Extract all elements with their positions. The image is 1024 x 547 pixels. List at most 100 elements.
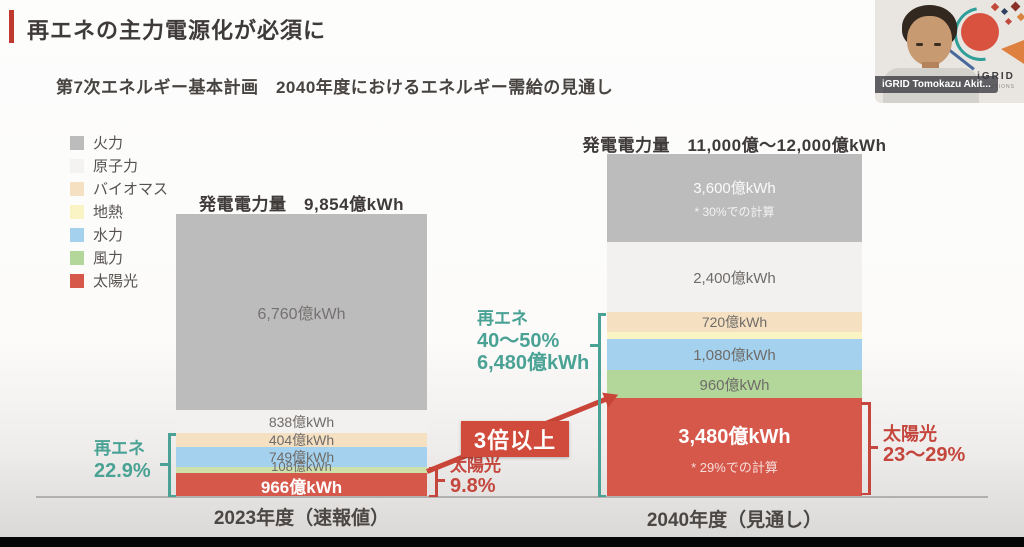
title-accent-bar <box>9 10 14 43</box>
bar-segment-hydro: 1,080億kWh <box>607 339 862 370</box>
bar-segment-wind: 108億kWh <box>176 459 427 474</box>
bar-segment-nuclear: 838億kWh <box>176 410 427 433</box>
stacked-bar-2040: 3,600億kWh * 30%での計算 2,400億kWh 720億kWh 1,… <box>607 154 862 498</box>
bar-segment-hydro: 749億kWh <box>176 447 427 467</box>
annotation-line: 再エネ <box>94 439 145 458</box>
speaker-eye <box>934 43 941 46</box>
annotation-line: 太陽光 <box>883 424 937 444</box>
segment-value: 404億kWh <box>268 432 335 448</box>
legend-swatch-geothermal-icon <box>70 204 84 219</box>
bracket-tick <box>861 402 868 405</box>
bar-segment-thermal: 6,760億kWh <box>176 214 427 410</box>
stacked-bar-2023: 6,760億kWh 838億kWh 404億kWh 749億kWh 108億kW… <box>176 214 427 497</box>
bracket-tick <box>168 433 176 436</box>
annotation-line: 再エネ <box>477 309 528 328</box>
segment-note: * 29%での計算 <box>691 460 778 475</box>
legend-item-wind: 風力 <box>70 246 168 269</box>
segment-value: 2,400億kWh <box>693 269 776 287</box>
bar-segment-biomass: 720億kWh <box>607 312 862 332</box>
legend-swatch-wind-icon <box>70 250 84 265</box>
solar-bracket-2023 <box>435 467 438 497</box>
legend-swatch-nuclear-icon <box>70 158 84 173</box>
segment-value: 966億kWh <box>260 477 343 497</box>
legend-item-thermal: 火力 <box>70 131 168 154</box>
solar-share-2023: 太陽光 9.8% <box>450 455 501 497</box>
segment-note: * 30%での計算 <box>694 204 775 219</box>
igrid-logo-fan-icon <box>1001 40 1024 64</box>
segment-value: 960億kWh <box>699 376 770 394</box>
growth-callout-label: 3倍以上 <box>473 428 557 453</box>
bracket-tick <box>437 479 445 482</box>
speaker-face <box>907 16 952 66</box>
legend-label: バイオマス <box>93 181 169 198</box>
segment-value: 720億kWh <box>701 314 768 330</box>
annotation-line: 23～29% <box>883 444 966 466</box>
renewable-bracket-2023 <box>168 433 171 497</box>
renewable-share-2040: 再エネ 40～50% 6,480億kWh <box>477 308 589 374</box>
annotation-line: 40～50% <box>477 330 560 352</box>
bar-segment-geothermal <box>607 332 862 339</box>
legend-label: 風力 <box>93 250 124 267</box>
growth-callout: 3倍以上 <box>461 421 569 457</box>
bar-segment-nuclear: 2,400億kWh <box>607 242 862 312</box>
annotation-line: 太陽光 <box>450 456 501 475</box>
bracket-tick <box>598 313 606 316</box>
legend-swatch-solar-icon <box>70 273 84 288</box>
speaker-neck <box>922 62 939 72</box>
legend-item-nuclear: 原子力 <box>70 154 168 177</box>
segment-value: 749億kWh <box>268 449 335 465</box>
bracket-tick <box>598 494 606 497</box>
letterbox-strip <box>0 537 1024 547</box>
legend-label: 水力 <box>93 227 124 244</box>
legend-item-biomass: バイオマス <box>70 177 168 200</box>
legend-label: 原子力 <box>93 158 139 175</box>
annotation-line: 22.9% <box>94 460 151 482</box>
legend-swatch-hydro-icon <box>70 227 84 242</box>
annotation-line: 6,480億kWh <box>477 352 590 374</box>
legend-swatch-thermal-icon <box>70 135 84 150</box>
axis-label-2040: 2040年度（見通し） <box>646 510 823 531</box>
right-bar-total: 発電電力量 11,000億～12,000億kWh <box>582 136 887 155</box>
legend-label: 地熱 <box>93 204 124 221</box>
logo-diamond-icon <box>1016 12 1024 22</box>
bar-segment-wind: 960億kWh <box>607 370 862 398</box>
legend-swatch-biomass-icon <box>70 181 84 196</box>
logo-diamond-icon <box>1010 1 1021 12</box>
x-axis-line <box>36 496 988 498</box>
bar-segment-biomass: 404億kWh <box>176 432 427 448</box>
solar-bracket-2040 <box>868 402 871 495</box>
renewable-share-2023: 再エネ 22.9% <box>94 438 151 482</box>
segment-value: 6,760億kWh <box>257 306 346 323</box>
legend-item-solar: 太陽光 <box>70 269 168 292</box>
bracket-tick <box>160 463 168 466</box>
chart-legend: 火力 原子力 バイオマス 地熱 水力 風力 太陽光 <box>70 131 168 292</box>
left-bar-total: 発電電力量 9,854億kWh <box>199 195 404 214</box>
bracket-tick <box>168 494 176 497</box>
segment-value: 838億kWh <box>268 413 335 430</box>
bracket-tick <box>429 494 435 497</box>
bar-segment-solar: 3,480億kWh * 29%での計算 <box>607 398 862 498</box>
legend-label: 火力 <box>93 135 124 152</box>
annotation-line: 9.8% <box>450 475 496 497</box>
segment-value: 1,080億kWh <box>693 347 776 364</box>
segment-value: 3,480億kWh <box>678 426 791 448</box>
bracket-tick <box>590 344 598 347</box>
legend-item-hydro: 水力 <box>70 223 168 246</box>
bracket-tick <box>870 446 878 449</box>
bar-segment-solar: 966億kWh <box>176 473 427 497</box>
speaker-eye <box>916 43 923 46</box>
solar-share-2040: 太陽光 23～29% <box>883 424 965 466</box>
segment-value: 3,600億kWh <box>693 179 776 197</box>
axis-label-2023: 2023年度（速報値） <box>213 508 390 529</box>
igrid-logo-circle-icon <box>961 13 999 51</box>
participant-name-label: iGRID Tomokazu Akit... <box>875 76 998 93</box>
renewable-bracket-2040 <box>598 313 601 497</box>
slide-subtitle: 第7次エネルギー基本計画 2040年度におけるエネルギー需給の見通し <box>56 78 614 97</box>
bar-segment-thermal: 3,600億kWh * 30%での計算 <box>607 154 862 242</box>
segment-value: 108億kWh <box>271 459 332 474</box>
logo-diamond-icon <box>1000 7 1009 16</box>
webcam-video-tile[interactable]: iGRID SOLUTIONS iGRID Tomokazu Akit... <box>875 0 1024 103</box>
legend-item-geothermal: 地熱 <box>70 200 168 223</box>
page-title: 再エネの主力電源化が必須に <box>27 18 327 43</box>
